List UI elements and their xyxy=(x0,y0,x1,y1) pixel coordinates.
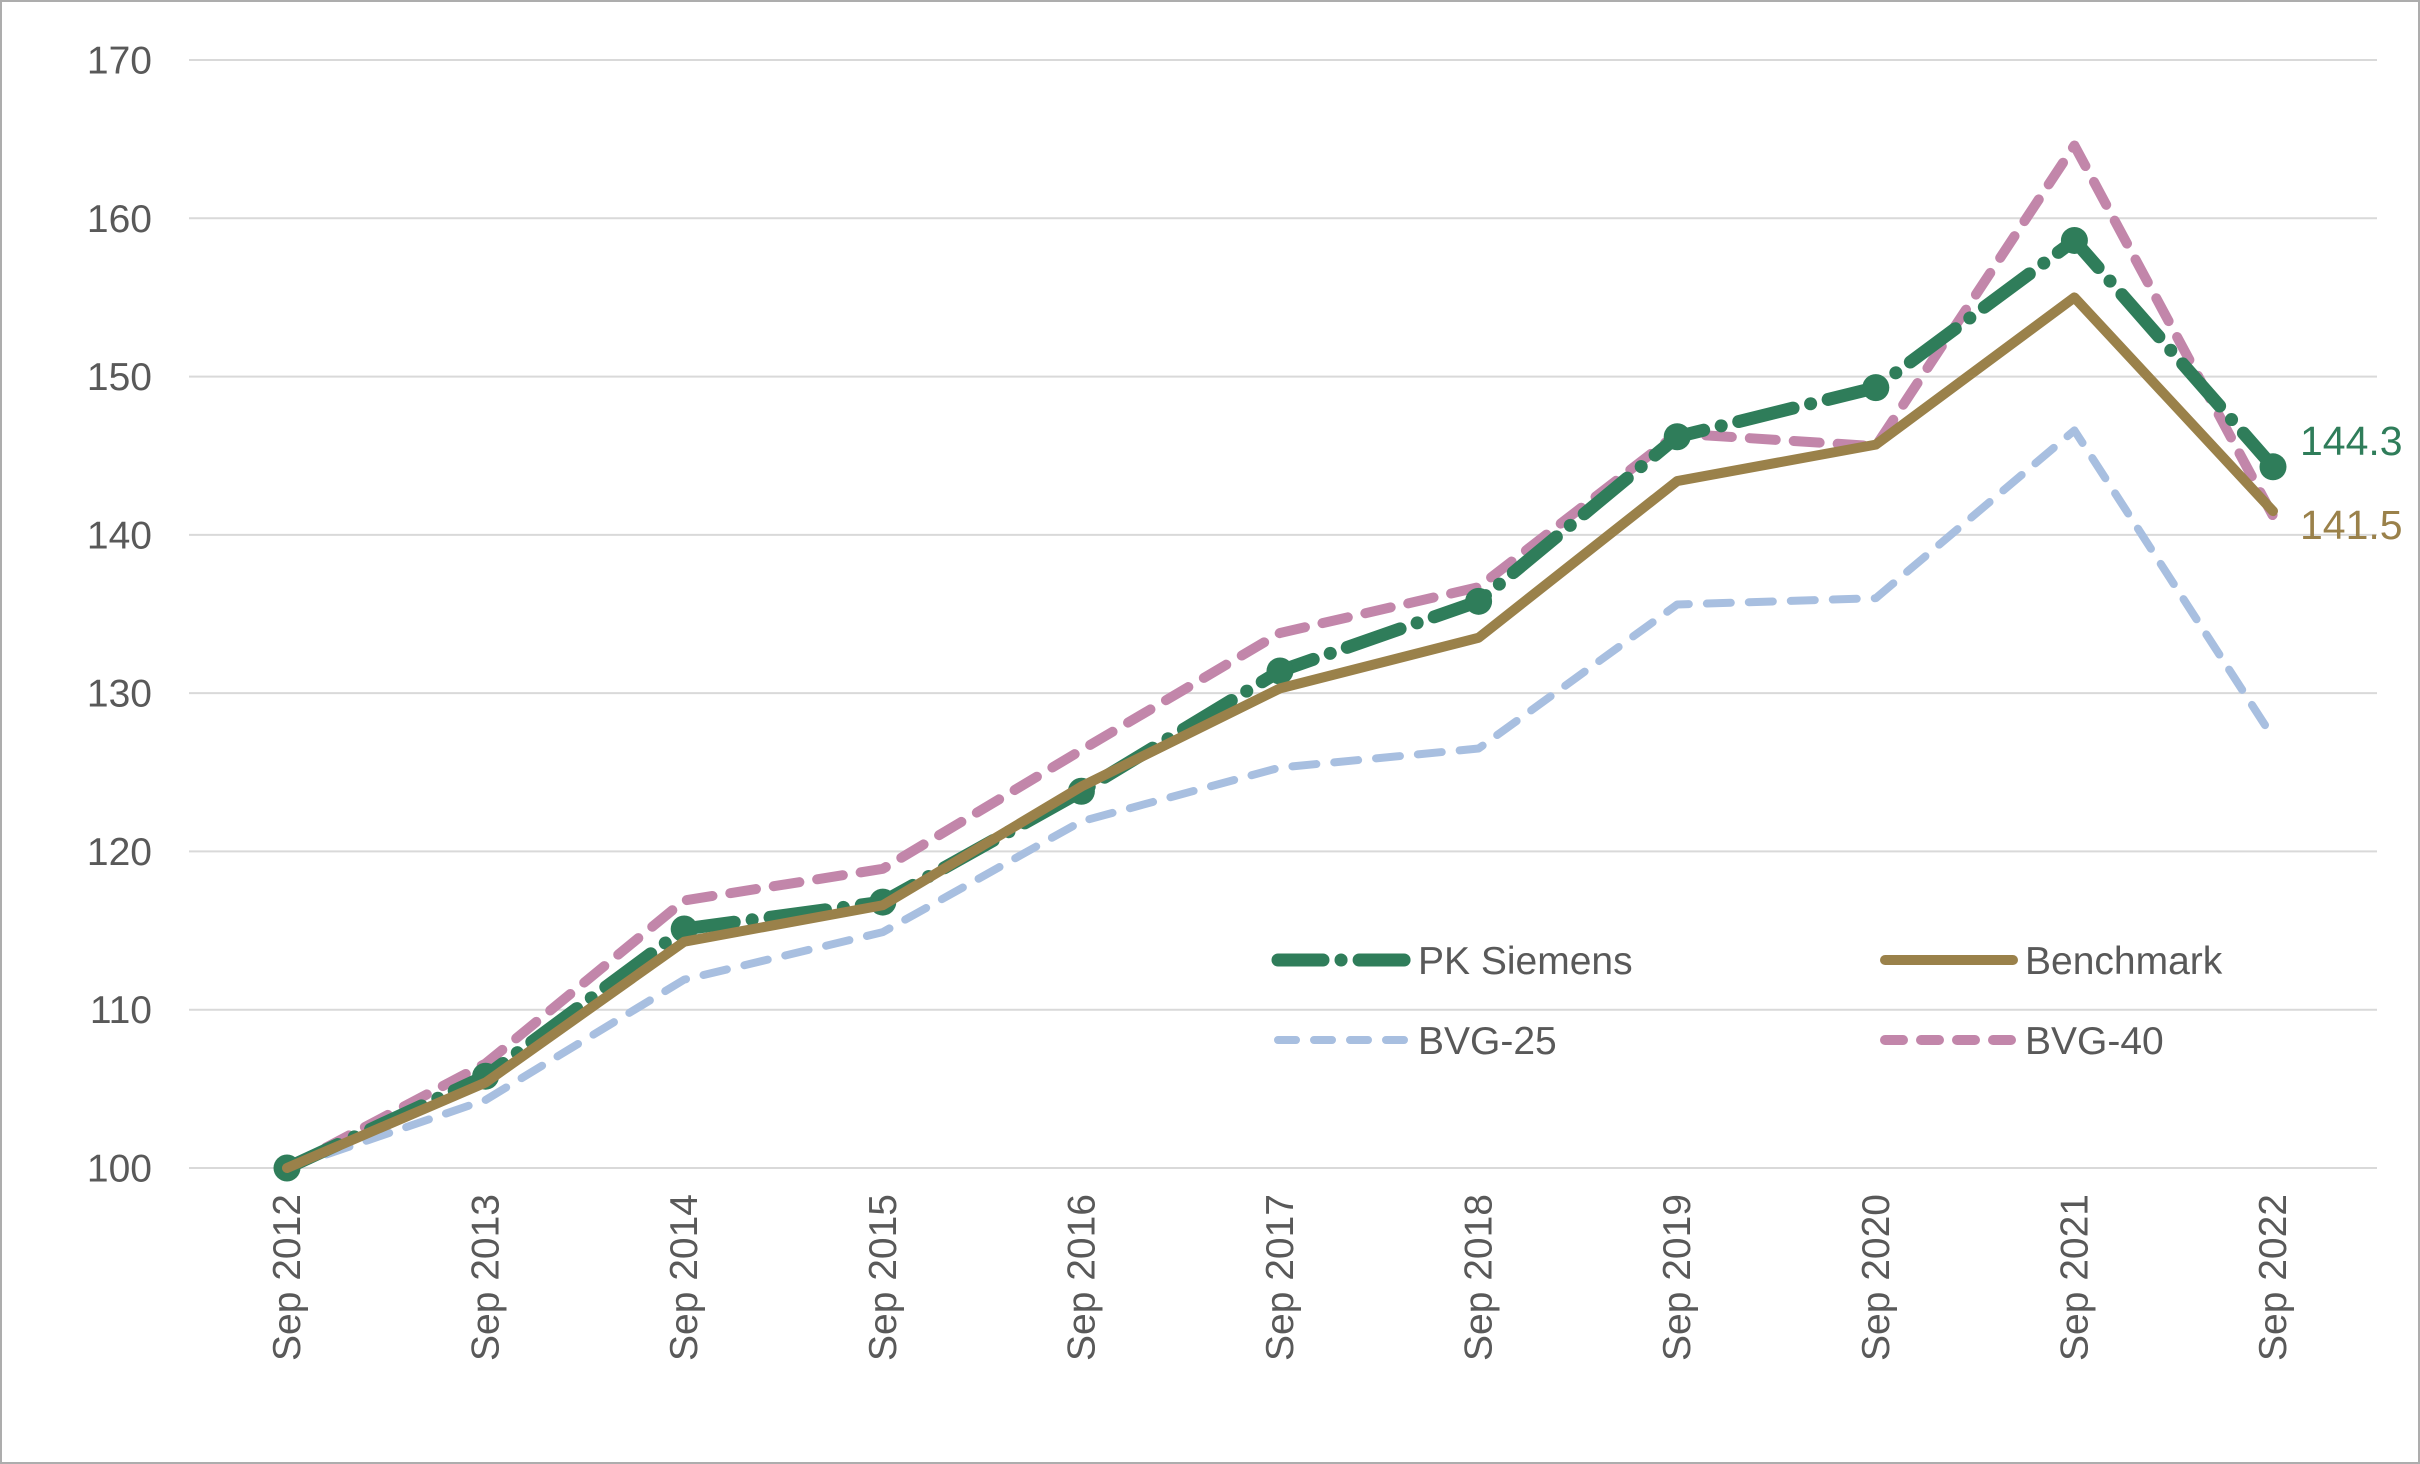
end-label-benchmark: 141.5 xyxy=(2300,502,2403,548)
legend-label-bvg-25: BVG-25 xyxy=(1418,1020,1557,1063)
legend-label-bvg-40: BVG-40 xyxy=(2025,1020,2164,1063)
y-tick-label: 150 xyxy=(87,356,152,399)
y-tick-label: 100 xyxy=(87,1148,152,1191)
data-point-marker-pk-siemens xyxy=(2259,453,2287,481)
x-tick-label: Sep 2022 xyxy=(2252,1194,2295,1361)
data-point-marker-pk-siemens xyxy=(1465,587,1493,615)
series-line-bvg-25 xyxy=(283,426,2277,1172)
x-tick-label: Sep 2016 xyxy=(1060,1194,1103,1361)
y-tick-label: 120 xyxy=(87,831,152,874)
x-tick-label: Sep 2014 xyxy=(663,1194,706,1361)
x-tick-label: Sep 2015 xyxy=(862,1194,905,1361)
x-tick-label: Sep 2013 xyxy=(465,1194,508,1361)
series-line-benchmark xyxy=(282,292,2278,1173)
x-tick-label: Sep 2018 xyxy=(1458,1194,1501,1361)
x-tick-label: Sep 2020 xyxy=(1855,1194,1898,1361)
x-tick-label: Sep 2012 xyxy=(266,1194,309,1361)
y-tick-label: 160 xyxy=(87,198,152,241)
data-point-marker-pk-siemens xyxy=(1862,374,1890,402)
legend-label-benchmark: Benchmark xyxy=(2025,940,2223,983)
data-point-marker-pk-siemens xyxy=(1663,423,1691,451)
y-tick-label: 130 xyxy=(87,673,152,716)
y-tick-label: 140 xyxy=(87,514,152,557)
end-label-pk-siemens: 144.3 xyxy=(2300,418,2403,464)
x-tick-label: Sep 2019 xyxy=(1656,1194,1699,1361)
y-tick-label: 170 xyxy=(87,40,152,83)
data-point-marker-pk-siemens xyxy=(1266,657,1294,685)
data-point-marker-pk-siemens xyxy=(2060,226,2088,254)
x-tick-label: Sep 2021 xyxy=(2053,1194,2096,1361)
series-line-pk-siemens xyxy=(280,233,2280,1175)
x-tick-label: Sep 2017 xyxy=(1259,1194,1302,1361)
y-tick-label: 110 xyxy=(90,989,152,1032)
legend-label-pk-siemens: PK Siemens xyxy=(1418,940,1633,983)
